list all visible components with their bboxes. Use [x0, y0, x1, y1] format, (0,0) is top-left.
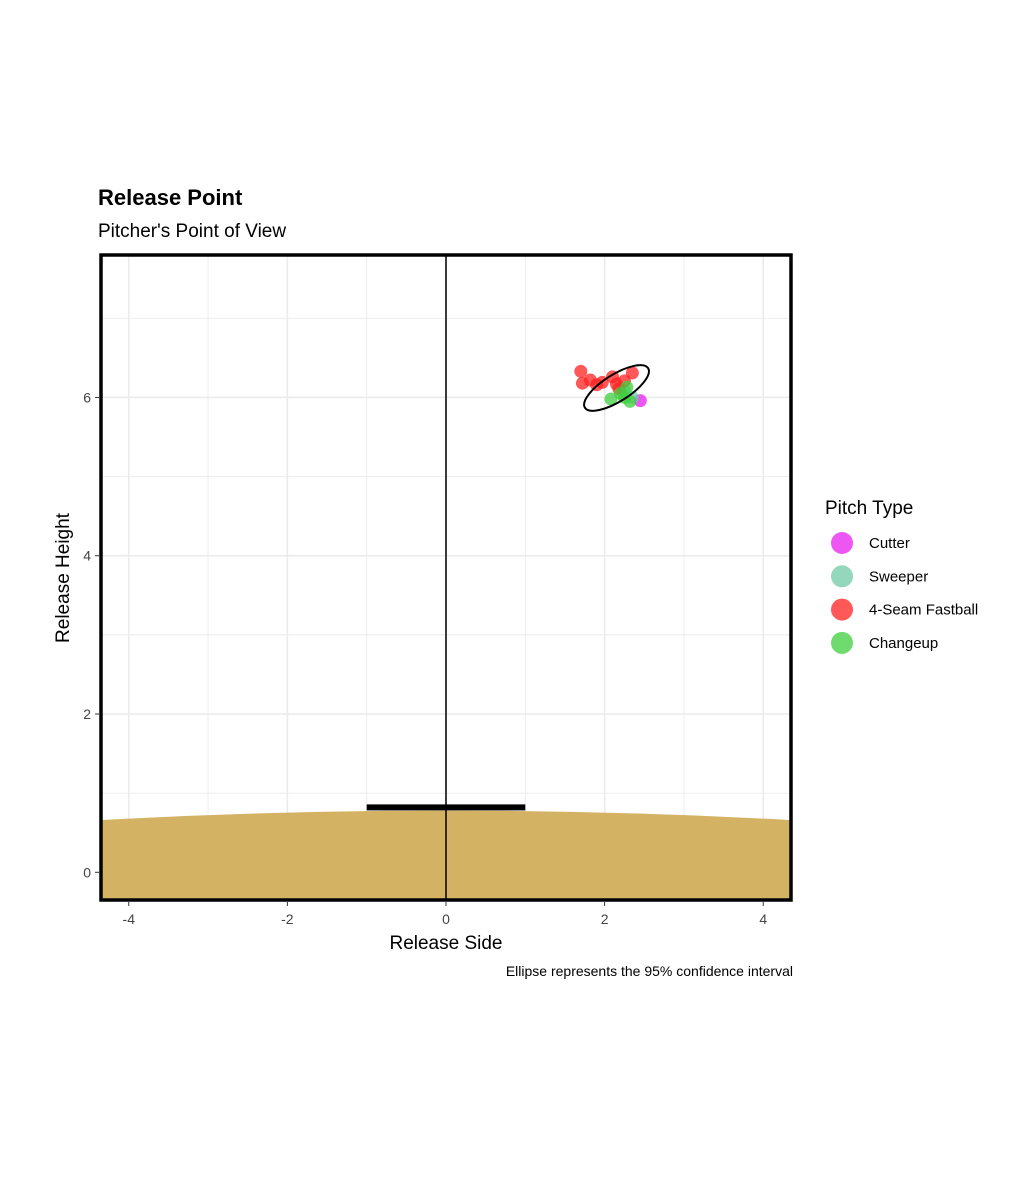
y-tick-label: 2 — [83, 706, 91, 722]
confidence-ellipse — [583, 364, 650, 412]
legend-label-cutter: Cutter — [869, 535, 910, 552]
plot-border — [99, 253, 793, 902]
y-axis: 0 2 4 6 — [83, 389, 99, 880]
x-tick-label: 0 — [442, 911, 450, 927]
chart-title: Release Point — [98, 185, 243, 210]
y-axis-title: Release Height — [53, 512, 74, 643]
x-tick-label: -2 — [281, 911, 294, 927]
x-tick-label: 2 — [601, 911, 609, 927]
chart-subtitle: Pitcher's Point of View — [98, 221, 286, 242]
legend-key-cutter — [831, 532, 853, 554]
chart-caption: Ellipse represents the 95% confidence in… — [506, 963, 793, 979]
x-axis: -4 -2 0 2 4 — [123, 902, 767, 927]
legend-key-4-seam-fastball — [831, 598, 853, 621]
y-tick-label: 6 — [83, 389, 91, 405]
legend-title: Pitch Type — [825, 498, 913, 519]
legend-key-changeup — [831, 631, 853, 654]
y-tick-label: 0 — [83, 864, 91, 880]
x-tick-label: 4 — [759, 911, 767, 927]
points-layer — [574, 364, 647, 408]
legend-label-changeup: Changeup — [869, 635, 938, 652]
legend: Cutter Sweeper 4-Seam Fastball Changeup — [831, 532, 978, 654]
point-changeup — [620, 380, 634, 394]
legend-label-sweeper: Sweeper — [869, 568, 928, 585]
x-tick-label: -4 — [123, 911, 136, 927]
legend-key-sweeper — [831, 565, 853, 588]
y-tick-label: 4 — [83, 548, 91, 564]
x-axis-title: Release Side — [389, 933, 502, 954]
point-changeup — [604, 392, 618, 406]
point-4-seam-fastball — [574, 364, 588, 378]
legend-label-4-seam-fastball: 4-Seam Fastball — [869, 602, 978, 619]
ellipse-layer — [583, 364, 650, 412]
point-4-seam-fastball — [625, 366, 639, 380]
